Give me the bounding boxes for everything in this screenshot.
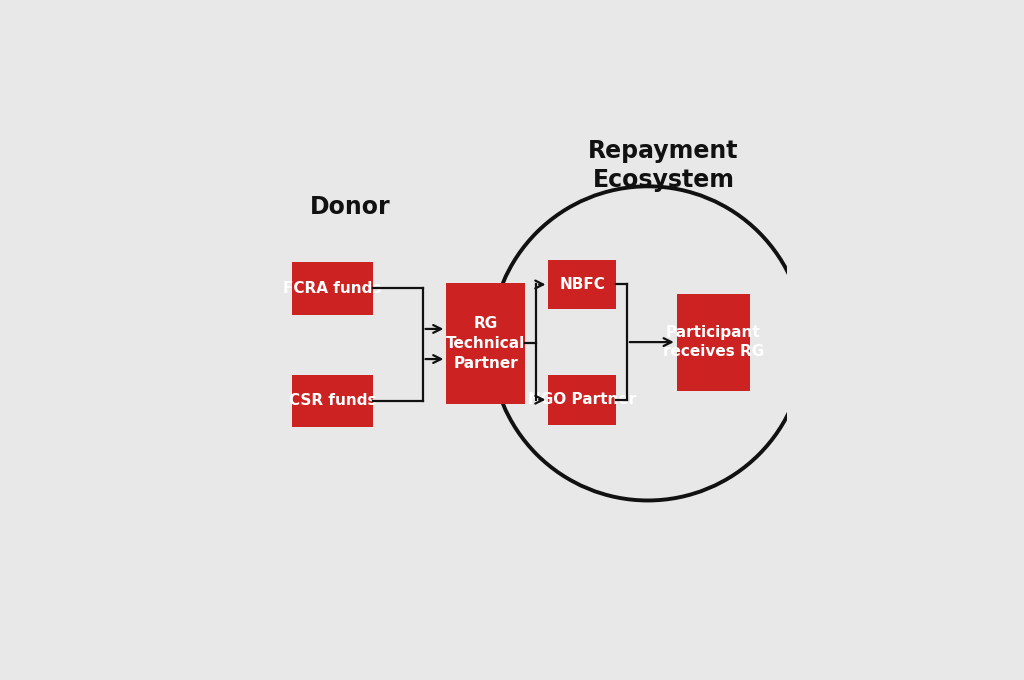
Text: CSR funds: CSR funds [289,394,376,409]
Bar [549,260,616,309]
Text: FCRA funds: FCRA funds [284,281,382,296]
Text: NBFC: NBFC [559,277,605,292]
Bar [292,262,373,315]
Text: RG
Technical
Partner: RG Technical Partner [445,316,525,371]
Bar [677,294,750,390]
Text: Participant
receives RG: Participant receives RG [663,324,764,360]
Text: NGO Partner: NGO Partner [528,392,637,407]
Text: Donor: Donor [310,195,391,219]
Text: Repayment
Ecosystem: Repayment Ecosystem [589,139,738,192]
Bar [292,375,373,427]
Bar [549,375,616,424]
Bar [446,283,524,404]
